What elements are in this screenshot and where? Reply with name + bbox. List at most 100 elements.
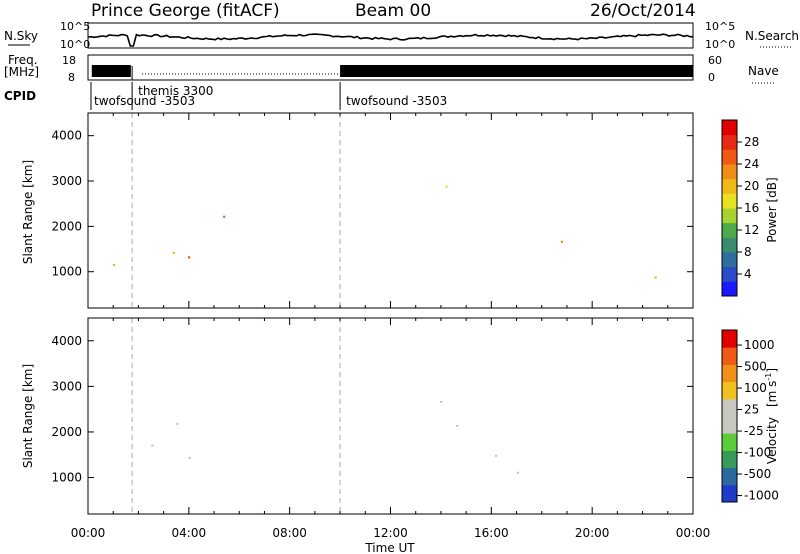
velocity-colorbar: 1000 500 100 25 -25 -100 -500 -1000: [722, 330, 779, 503]
velocity-colorbar-title: Velocity [m s-1]: [764, 368, 779, 464]
colorbar-tick-label: -100: [744, 446, 771, 460]
power-cell: [223, 215, 226, 218]
xtick-label: 04:00: [172, 526, 207, 540]
velocity-yticks: 1000 2000 3000 4000: [51, 334, 693, 485]
velocity-title-exp: -1: [764, 373, 773, 381]
cpid-segment-label: twofsound -3503: [94, 94, 195, 108]
colorbar-swatch: [722, 252, 737, 268]
power-cell: [188, 256, 191, 259]
freq-bands: [91, 65, 693, 80]
velocity-panel-frame: [87, 317, 694, 515]
colorbar-swatch: [722, 120, 737, 136]
ytick-label: 4000: [51, 334, 82, 348]
nsearch-label: N.Search: [745, 29, 799, 43]
nsky-label: N.Sky: [4, 29, 38, 43]
colorbar-swatch: [722, 450, 737, 469]
date-title: 26/Oct/2014: [590, 1, 696, 21]
colorbar-tick-label: 24: [744, 157, 759, 171]
colorbar-swatch: [722, 416, 737, 434]
velocity-ylabel: Slant Range [km]: [21, 364, 35, 468]
nave-tick-bot: 0: [708, 71, 715, 84]
colorbar-swatch: [722, 222, 737, 238]
colorbar-swatch: [722, 281, 737, 297]
power-colorbar: 4 8 12 16 20 24 28: [722, 120, 759, 297]
power-colorbar-frame: [721, 119, 738, 297]
cpid-segment-label: themis 3300: [138, 84, 213, 98]
colorbar-swatch: [722, 208, 737, 224]
nsky-tick-bot: 10^0: [60, 38, 90, 51]
colorbar-swatch: [722, 237, 737, 253]
freq-label: Freq.: [8, 53, 38, 67]
velocity-cell: [495, 454, 498, 457]
colorbar-tick-label: 8: [744, 245, 752, 259]
power-colorbar-title: Power [dB]: [765, 177, 779, 242]
xtick-label: 12:00: [373, 526, 408, 540]
velocity-cell: [440, 400, 443, 403]
velocity-colorbar-frame: [721, 329, 738, 503]
velocity-colorbar-title-group: Velocity [m s-1]: [764, 368, 779, 464]
station-title: Prince George (fitACF): [91, 1, 280, 21]
velocity-cell: [151, 444, 154, 447]
nsearch-tick-top: 10^5: [705, 20, 735, 33]
colorbar-swatch: [722, 149, 737, 165]
colorbar-swatch: [722, 134, 737, 150]
nsky-tick-top: 10^5: [60, 20, 90, 33]
colorbar-swatch: [722, 433, 737, 451]
beam-title: Beam 00: [355, 1, 431, 21]
colorbar-swatch: [722, 467, 737, 486]
freq-unit: [MHz]: [4, 65, 39, 79]
nsky-trace: [87, 33, 694, 47]
freq-tick-top: 18: [62, 54, 76, 67]
colorbar-tick-label: 1000: [744, 338, 775, 352]
colorbar-tick-label: 28: [744, 135, 759, 149]
power-panel-frame: [87, 112, 694, 309]
freq-band-0: [91, 65, 131, 77]
colorbar-tick-label: 20: [744, 179, 759, 193]
power-cell: [172, 251, 175, 254]
nsky-panel: [87, 22, 694, 49]
xtick-label: 20:00: [575, 526, 610, 540]
colorbar-swatch: [722, 193, 737, 209]
velocity-marks: [131, 318, 519, 514]
colorbar-swatch: [722, 398, 737, 417]
colorbar-swatch: [722, 381, 737, 400]
ytick-label: 2000: [51, 425, 82, 439]
time-tick-labels: 00:00 04:00 08:00 12:00 16:00 20:00 00:00: [71, 526, 711, 540]
power-ylabel: Slant Range [km]: [21, 160, 35, 264]
cpid-segment-label: twofsound -3503: [346, 94, 447, 108]
colorbar-tick-label: 500: [744, 360, 767, 374]
power-cell: [445, 185, 448, 188]
colorbar-swatch: [722, 364, 737, 383]
cpid-label: CPID: [4, 89, 36, 103]
ytick-label: 1000: [51, 265, 82, 279]
nsearch-tick-bot: 10^0: [705, 38, 735, 51]
power-cell: [560, 240, 563, 243]
power-xticks: [87, 113, 694, 308]
nave-tick-top: 60: [708, 54, 722, 67]
velocity-cell: [188, 456, 191, 459]
colorbar-tick-label: 12: [744, 223, 759, 237]
colorbar-tick-label: -25: [744, 424, 764, 438]
velocity-title-close: ]: [765, 368, 779, 373]
xtick-label: 00:00: [71, 526, 106, 540]
colorbar-swatch: [722, 347, 737, 365]
colorbar-tick-label: -1000: [744, 489, 779, 503]
colorbar-swatch: [722, 330, 737, 348]
xtick-label: 08:00: [272, 526, 307, 540]
power-cell: [113, 263, 116, 267]
colorbar-swatch: [722, 266, 737, 282]
colorbar-swatch: [722, 178, 737, 194]
colorbar-tick-label: 16: [744, 201, 759, 215]
power-cell: [654, 276, 657, 279]
freq-band-1: [340, 65, 693, 77]
colorbar-swatch: [722, 484, 737, 503]
ytick-label: 3000: [51, 174, 82, 188]
velocity-cell: [176, 422, 179, 425]
velocity-xticks: [87, 318, 694, 514]
colorbar-tick-label: 100: [744, 381, 767, 395]
colorbar-tick-label: -500: [744, 467, 771, 481]
ytick-label: 2000: [51, 219, 82, 233]
velocity-cell: [456, 424, 459, 427]
